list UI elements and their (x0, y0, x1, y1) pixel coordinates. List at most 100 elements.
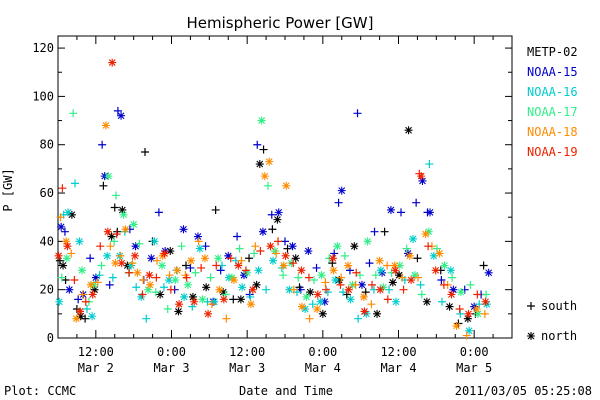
footer-left: Plot: CCMC (4, 384, 76, 398)
point-north (200, 254, 209, 263)
point-north (104, 172, 113, 181)
point-south (312, 263, 321, 272)
point-south (279, 271, 288, 280)
x-date-label-4: Mar 4 (380, 361, 416, 375)
point-south (56, 213, 65, 222)
x-tick-label-2: 12:00 (229, 345, 265, 359)
point-south (365, 259, 374, 268)
legend-noaa-15: NOAA-15 (527, 65, 578, 79)
point-south (141, 147, 150, 156)
point-north (302, 292, 311, 301)
point-south (367, 300, 376, 309)
point-north (297, 266, 306, 275)
point-north (173, 266, 182, 275)
point-south (368, 280, 377, 289)
point-north (440, 261, 449, 270)
point-south (112, 230, 121, 239)
point-south (98, 140, 107, 149)
data-points (54, 58, 493, 340)
point-south (83, 305, 92, 314)
point-south (229, 295, 238, 304)
x-date-label-2: Mar 3 (229, 361, 265, 375)
point-north (146, 280, 155, 289)
point-north (119, 210, 128, 219)
point-north (204, 309, 213, 318)
point-north (260, 172, 269, 181)
point-north (164, 276, 173, 285)
point-north (421, 230, 430, 239)
point-north (137, 292, 146, 301)
legend-noaa-19: NOAA-19 (527, 145, 578, 159)
point-north (127, 261, 136, 270)
point-north (198, 295, 207, 304)
point-north (417, 172, 426, 181)
point-north (72, 314, 81, 323)
x-date-label-0: Mar 2 (78, 361, 114, 375)
series-noaa-16 (55, 160, 491, 335)
point-south (417, 290, 426, 299)
point-north (144, 285, 153, 294)
point-north (429, 251, 438, 260)
point-south (166, 285, 175, 294)
point-south (337, 273, 346, 282)
point-south (60, 227, 69, 236)
point-north (265, 157, 274, 166)
point-south (67, 249, 76, 258)
point-south (96, 242, 105, 251)
point-south (81, 314, 90, 323)
point-north (291, 254, 300, 263)
point-north (255, 160, 264, 169)
point-south (479, 261, 488, 270)
point-south (321, 278, 330, 287)
x-axis: 12:00 0:00 12:00 0:00 12:00 0:00 Mar 2 Mar 3 Mar… (76, 36, 494, 375)
chart-title: Hemispheric Power [GW] (187, 14, 374, 32)
legend-metp-02: METP-02 (527, 45, 578, 59)
point-south (413, 254, 422, 263)
point-south (151, 288, 160, 297)
point-north (391, 297, 400, 306)
point-south (152, 256, 161, 265)
point-north (375, 256, 384, 265)
point-south (113, 106, 122, 115)
point-north (117, 111, 126, 120)
point-south (253, 140, 262, 149)
point-south (455, 305, 464, 314)
point-south (380, 227, 389, 236)
point-north (431, 266, 440, 275)
point-south (132, 283, 141, 292)
point-north (257, 116, 266, 125)
point-south (207, 300, 216, 309)
point-south (272, 249, 281, 258)
y-axis-label: P [GW] (1, 168, 15, 211)
point-south (95, 271, 104, 280)
point-south (321, 285, 330, 294)
point-south (191, 268, 200, 277)
point-north (224, 251, 233, 260)
point-north (449, 285, 458, 294)
point-north (131, 242, 140, 251)
point-north (86, 280, 95, 289)
point-north (306, 288, 315, 297)
point-north (304, 247, 313, 256)
point-south (152, 273, 161, 282)
point-north (108, 58, 117, 67)
point-south (482, 290, 491, 299)
point-north (133, 268, 142, 277)
x-tick-label-1: 0:00 (157, 345, 186, 359)
point-south (304, 273, 313, 282)
y-axis: 0 20 40 60 80 100 120 (32, 41, 512, 345)
point-north (88, 290, 97, 299)
point-north (117, 259, 126, 268)
point-south (399, 285, 408, 294)
point-north (54, 251, 63, 260)
point-south (241, 266, 250, 275)
point-south (182, 261, 191, 270)
point-south (437, 276, 446, 285)
x-tick-label-3: 0:00 (308, 345, 337, 359)
point-south (139, 276, 148, 285)
footer-right: 2011/03/05 05:25:08 (455, 384, 592, 398)
point-south (351, 280, 360, 289)
point-south (438, 297, 447, 306)
point-north (248, 285, 257, 294)
point-north (320, 297, 329, 306)
